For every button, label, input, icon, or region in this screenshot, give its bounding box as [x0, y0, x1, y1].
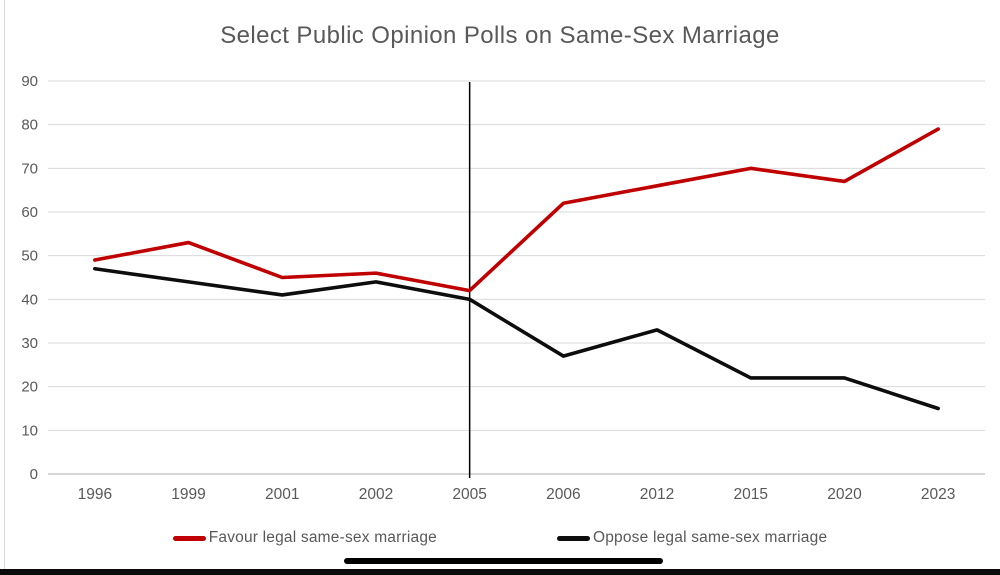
y-tick-label: 60 [21, 204, 38, 221]
series-line-favour [93, 127, 940, 293]
x-tick-label: 2001 [265, 486, 299, 503]
oppose-line-swatch [556, 535, 590, 541]
y-tick-label: 70 [21, 160, 38, 177]
y-tick-label: 20 [21, 379, 38, 396]
y-tick-label: 10 [21, 422, 38, 439]
chart-legend: Favour legal same-sex marriage Oppose le… [0, 527, 1000, 549]
x-tick-label: 2012 [640, 486, 674, 503]
legend-item-oppose: Oppose legal same-sex marriage [556, 529, 828, 547]
x-tick-label: 2020 [827, 486, 862, 503]
y-tick-label: 80 [21, 117, 38, 134]
black-underline-bar [344, 558, 663, 564]
x-tick-label: 1999 [171, 486, 205, 503]
x-tick-label: 2023 [921, 486, 955, 503]
x-tick-label: 2015 [734, 486, 768, 503]
x-tick-label: 2005 [452, 486, 486, 503]
series-line-oppose [93, 266, 940, 411]
legend-label-oppose: Oppose legal same-sex marriage [592, 529, 828, 546]
y-tick-label: 90 [21, 73, 38, 90]
legend-item-favour: Favour legal same-sex marriage [172, 529, 437, 547]
y-tick-label: 0 [30, 466, 38, 483]
legend-label-favour: Favour legal same-sex marriage [208, 529, 437, 546]
chart-title: Select Public Opinion Polls on Same-Sex … [220, 22, 780, 49]
line-chart-plot-area: 0 10 20 30 40 50 60 70 80 90 1996 1999 2001 2002 2005 2… [21, 73, 985, 503]
window-bottom-border [0, 569, 1000, 575]
x-tick-label: 2002 [359, 486, 393, 503]
x-tick-label: 1996 [78, 486, 112, 503]
x-tick-label: 2006 [546, 486, 580, 503]
y-tick-label: 50 [21, 248, 38, 265]
y-tick-label: 40 [21, 291, 38, 308]
favour-line-swatch [172, 535, 206, 541]
page-left-edge [4, 0, 5, 575]
y-tick-label: 30 [21, 335, 38, 352]
